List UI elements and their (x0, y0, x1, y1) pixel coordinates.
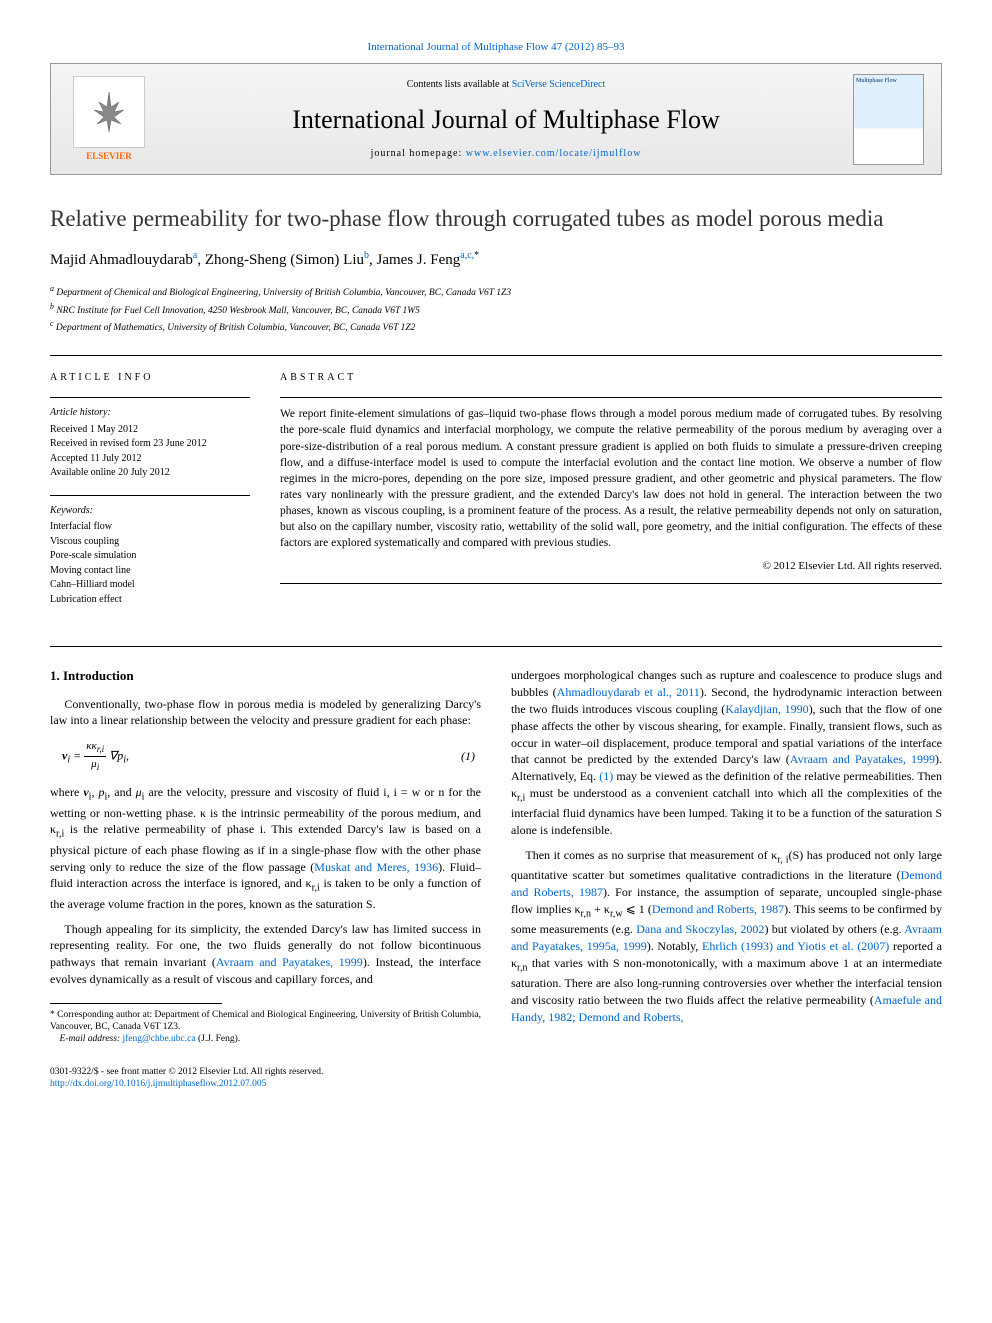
authors-line: Majid Ahmadlouydaraba, Zhong-Sheng (Simo… (50, 249, 942, 271)
email-link[interactable]: jfeng@chbe.ubc.ca (122, 1034, 195, 1044)
keyword: Viscous coupling (50, 535, 250, 550)
article-info-panel: article info Article history: Received 1… (50, 371, 250, 621)
elsevier-tree-icon (73, 76, 145, 148)
keyword: Moving contact line (50, 564, 250, 579)
article-title: Relative permeability for two-phase flow… (50, 205, 942, 234)
cover-block: Multiphase Flow (845, 66, 941, 173)
ref-link[interactable]: Ehrlich (1993) and Yiotis et al. (2007) (702, 939, 889, 953)
abstract-heading: abstract (280, 371, 942, 385)
affiliation-a: a Department of Chemical and Biological … (50, 283, 942, 300)
publisher-label: ELSEVIER (86, 150, 132, 163)
affiliation-a-text: Department of Chemical and Biological En… (56, 288, 511, 298)
page-footer: 0301-9322/$ - see front matter © 2012 El… (50, 1066, 942, 1091)
paragraph: where vi, pi, and μi are the velocity, p… (50, 784, 481, 912)
keyword: Pore-scale simulation (50, 549, 250, 564)
keyword: Lubrication effect (50, 593, 250, 608)
email-who: (J.J. Feng). (196, 1034, 241, 1044)
ref-link[interactable]: Ahmadlouydarab et al., 2011 (557, 685, 700, 699)
footnote-text: Corresponding author at: Department of C… (50, 1010, 481, 1032)
text-run: ). Notably, (647, 939, 702, 953)
doi-link[interactable]: http://dx.doi.org/10.1016/j.ijmultiphase… (50, 1079, 266, 1089)
section-1-heading: 1. Introduction (50, 667, 481, 685)
sciencedirect-link[interactable]: SciVerse ScienceDirect (512, 79, 606, 90)
accepted-date: Accepted 11 July 2012 (50, 452, 250, 467)
contents-line: Contents lists available at SciVerse Sci… (167, 78, 845, 92)
ref-link[interactable]: Dana and Skoczylas, 2002 (636, 922, 764, 936)
ref-link[interactable]: Muskat and Meres, 1936 (314, 860, 438, 874)
received-date: Received 1 May 2012 (50, 423, 250, 438)
online-date: Available online 20 July 2012 (50, 466, 250, 481)
homepage-prefix: journal homepage: (371, 148, 466, 159)
banner-center: Contents lists available at SciVerse Sci… (167, 78, 845, 160)
article-info-heading: article info (50, 371, 250, 385)
text-run: ) but violated by others (e.g. (764, 922, 904, 936)
body-columns: 1. Introduction Conventionally, two-phas… (50, 667, 942, 1045)
homepage-link[interactable]: www.elsevier.com/locate/ijmulflow (466, 148, 642, 159)
paragraph: Though appealing for its simplicity, the… (50, 921, 481, 988)
author-2-affil: b (364, 250, 369, 261)
paragraph: undergoes morphological changes such as … (511, 667, 942, 839)
text-run: Then it comes as no surprise that measur… (525, 848, 777, 862)
author-2: Zhong-Sheng (Simon) Liu (205, 252, 364, 268)
abstract-panel: abstract We report finite-element simula… (280, 371, 942, 621)
abstract-copyright: © 2012 Elsevier Ltd. All rights reserved… (280, 559, 942, 574)
keyword: Cahn–Hilliard model (50, 578, 250, 593)
corresponding-footnote: * Corresponding author at: Department of… (50, 1009, 481, 1046)
equation-1-body: vi = κκr,iμi ∇pi, (50, 739, 129, 774)
ref-link[interactable]: Avraam and Payatakes, 1999 (216, 955, 363, 969)
equation-1: vi = κκr,iμi ∇pi, (1) (50, 739, 481, 774)
corresponding-mark: * (474, 250, 479, 261)
affiliation-b: b NRC Institute for Fuel Cell Innovation… (50, 301, 942, 318)
affiliation-c: c Department of Mathematics, University … (50, 318, 942, 335)
keywords-label: Keywords: (50, 504, 250, 519)
body-divider (50, 646, 942, 647)
author-3-affil: a,c, (460, 250, 474, 261)
keywords-block: Keywords: Interfacial flow Viscous coupl… (50, 504, 250, 608)
author-3: James J. Feng (377, 252, 461, 268)
citation-link[interactable]: International Journal of Multiphase Flow… (368, 41, 625, 53)
citation-header: International Journal of Multiphase Flow… (50, 40, 942, 55)
footnote-separator (50, 1003, 222, 1004)
ref-link[interactable]: Demond and Roberts, 1987 (652, 902, 784, 916)
abstract-text: We report finite-element simulations of … (280, 406, 942, 551)
journal-cover-icon: Multiphase Flow (853, 74, 924, 165)
journal-title: International Journal of Multiphase Flow (167, 102, 845, 138)
equation-1-number: (1) (461, 748, 481, 765)
affiliations: a Department of Chemical and Biological … (50, 283, 942, 335)
ref-link[interactable]: Avraam and Payatakes, 1999 (790, 752, 935, 766)
revised-date: Received in revised form 23 June 2012 (50, 437, 250, 452)
paragraph: Conventionally, two-phase flow in porous… (50, 696, 481, 730)
journal-banner: ELSEVIER Contents lists available at Sci… (50, 63, 942, 175)
email-label: E-mail address: (60, 1034, 123, 1044)
text-run: ⩽ 1 ( (623, 902, 652, 916)
text-run: must be understood as a convenient catch… (511, 786, 942, 837)
homepage-line: journal homepage: www.elsevier.com/locat… (167, 147, 845, 161)
history-label: Article history: (50, 406, 250, 421)
author-1: Majid Ahmadlouydarab (50, 252, 193, 268)
contents-prefix: Contents lists available at (407, 79, 512, 90)
publisher-block: ELSEVIER (51, 68, 167, 171)
affiliation-c-text: Department of Mathematics, University of… (56, 323, 416, 333)
article-history: Article history: Received 1 May 2012 Rec… (50, 406, 250, 481)
paragraph: Then it comes as no surprise that measur… (511, 847, 942, 1026)
ref-link[interactable]: (1) (599, 769, 613, 783)
issn-line: 0301-9322/$ - see front matter © 2012 El… (50, 1066, 942, 1078)
text-run: where (50, 785, 83, 799)
author-1-affil: a (193, 250, 197, 261)
info-abstract-row: article info Article history: Received 1… (50, 355, 942, 621)
ref-link[interactable]: Kalaydjian, 1990 (725, 702, 808, 716)
keyword: Interfacial flow (50, 520, 250, 535)
affiliation-b-text: NRC Institute for Fuel Cell Innovation, … (56, 306, 420, 316)
